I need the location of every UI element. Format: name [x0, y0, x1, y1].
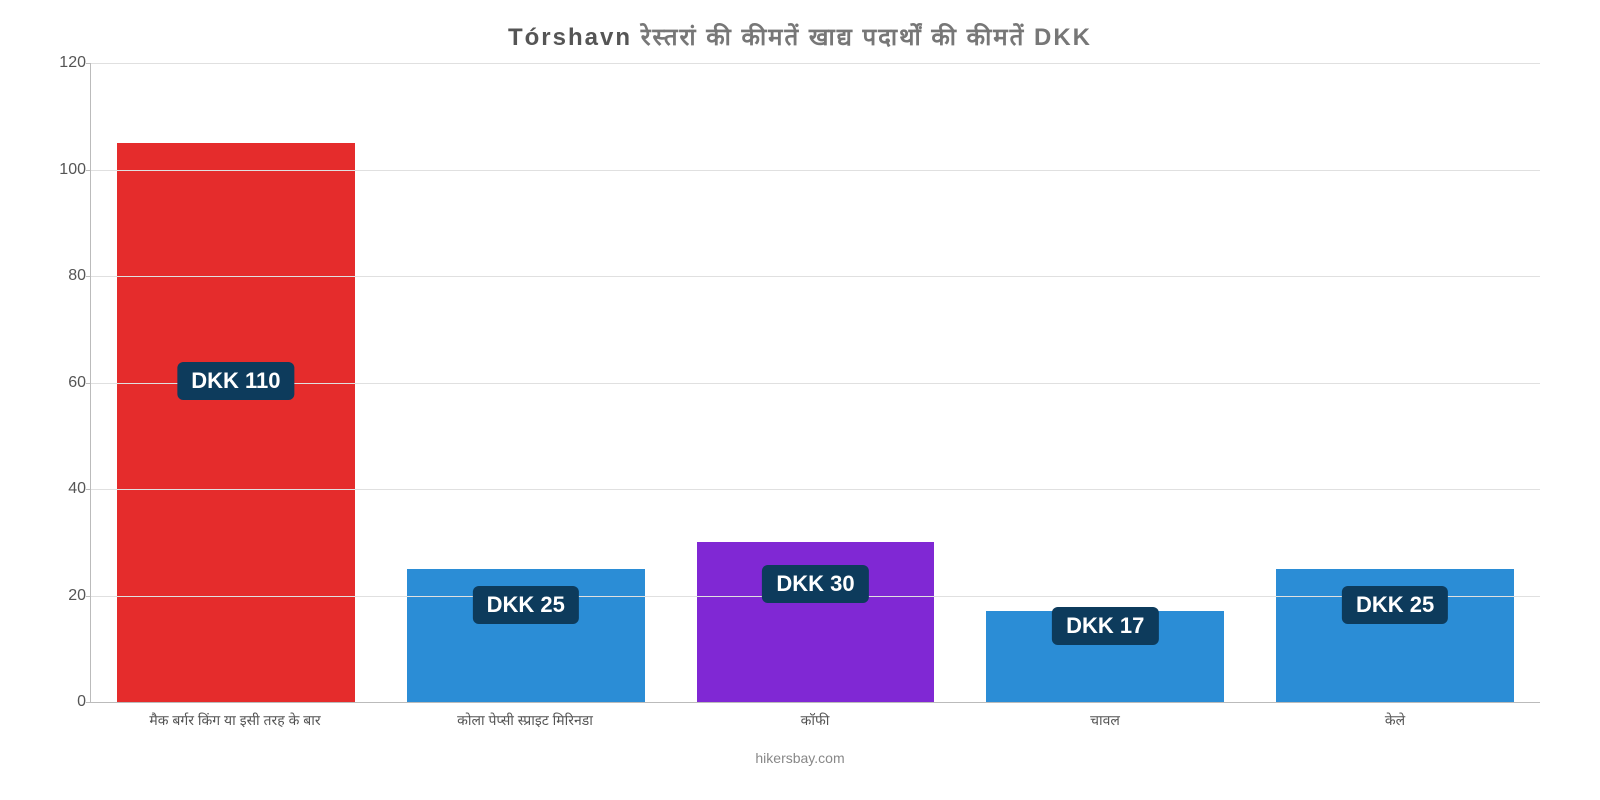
chart-title: Tórshavn रेस्तरां की कीमतें खाद्य पदार्थ…: [40, 20, 1560, 53]
y-tick-mark: [86, 596, 91, 597]
y-tick-label: 0: [51, 693, 86, 711]
title-rest: रेस्तरां की कीमतें खाद्य पदार्थों की कीम…: [641, 24, 1092, 51]
bar: DKK 25: [407, 569, 645, 702]
x-axis-label: कॉफी: [670, 711, 960, 730]
x-axis-label: कोला पेप्सी स्प्राइट मिरिनडा: [380, 711, 670, 730]
y-tick-label: 100: [51, 161, 86, 179]
grid-line: [91, 63, 1540, 64]
bar-value-label: DKK 110: [177, 362, 294, 400]
y-tick-mark: [86, 489, 91, 490]
y-tick-mark: [86, 63, 91, 64]
grid-line: [91, 383, 1540, 384]
bar: DKK 17: [986, 611, 1224, 702]
source-text: hikersbay.com: [40, 750, 1560, 766]
y-tick-mark: [86, 383, 91, 384]
bar-value-label: DKK 25: [1342, 586, 1448, 624]
chart-container: Tórshavn रेस्तरां की कीमतें खाद्य पदार्थ…: [40, 20, 1560, 780]
bar-value-label: DKK 17: [1052, 607, 1158, 645]
bar-value-label: DKK 30: [762, 565, 868, 603]
title-location: Tórshavn: [508, 24, 632, 51]
y-tick-mark: [86, 702, 91, 703]
grid-line: [91, 489, 1540, 490]
bar: DKK 25: [1276, 569, 1514, 702]
bar-value-label: DKK 25: [473, 586, 579, 624]
plot-area: DKK 110DKK 25DKK 30DKK 17DKK 25 02040608…: [90, 63, 1540, 703]
grid-line: [91, 170, 1540, 171]
x-axis-label: मैक बर्गर किंग या इसी तरह के बार: [90, 711, 380, 730]
y-tick-mark: [86, 276, 91, 277]
x-axis-label: केले: [1250, 711, 1540, 730]
x-axis-label: चावल: [960, 711, 1250, 730]
grid-line: [91, 276, 1540, 277]
bar: DKK 110: [117, 143, 355, 702]
y-tick-label: 40: [51, 480, 86, 498]
x-axis-labels: मैक बर्गर किंग या इसी तरह के बारकोला पेप…: [90, 711, 1540, 730]
y-tick-label: 60: [51, 374, 86, 392]
y-tick-label: 80: [51, 267, 86, 285]
bar: DKK 30: [697, 542, 935, 702]
y-tick-label: 120: [51, 54, 86, 72]
y-tick-mark: [86, 170, 91, 171]
y-tick-label: 20: [51, 587, 86, 605]
